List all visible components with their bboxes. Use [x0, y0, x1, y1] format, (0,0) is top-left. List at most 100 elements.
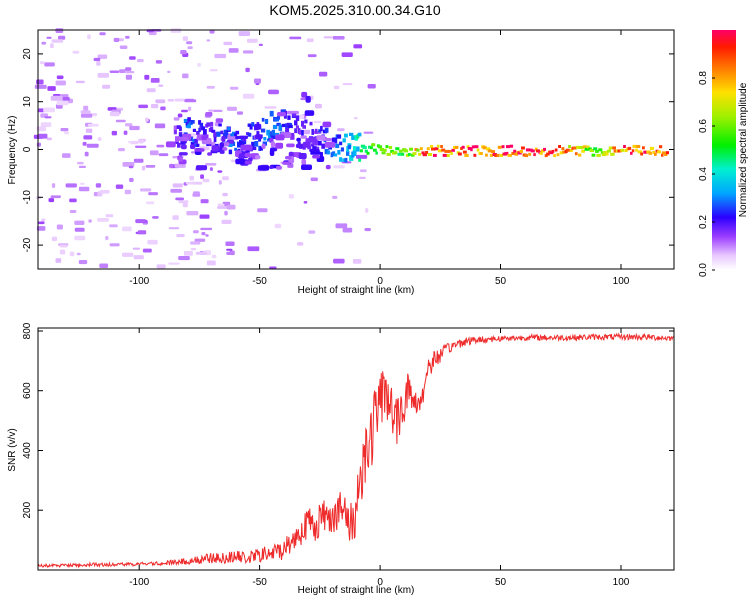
spectrogram-cell	[601, 153, 606, 157]
spectrogram-cell	[534, 147, 538, 151]
spectrogram-cell	[190, 248, 197, 251]
spectrogram-cell	[56, 100, 69, 106]
spectrogram-cell	[172, 215, 179, 220]
spectrogram-cell	[264, 106, 277, 109]
spectrogram-cell	[294, 120, 298, 126]
spectrogram-cell	[624, 149, 628, 153]
spectrogram-cell	[173, 129, 177, 135]
spectrogram-cell	[125, 35, 130, 39]
spectrogram-cell	[140, 188, 152, 192]
spectrogram-cell	[227, 106, 237, 111]
spectrogram-cell	[319, 152, 323, 158]
spectrogram-cell	[109, 111, 120, 117]
spectrogram-cell	[630, 151, 633, 155]
spectrogram-cell	[352, 146, 357, 152]
spectrogram-cell	[185, 122, 190, 126]
spectrogram-cell	[254, 78, 261, 84]
spectrogram-cell	[365, 208, 369, 213]
spectrogram-cell	[339, 157, 343, 162]
spectrogram-cell	[313, 120, 322, 124]
spectrogram-cell	[170, 188, 182, 193]
spectrogram-cell	[533, 153, 536, 157]
spectrogram-cell	[154, 123, 166, 129]
spectrogram-cell	[364, 149, 368, 153]
spectrogram-cell	[333, 137, 338, 144]
spectrogram-cell	[386, 152, 391, 156]
spectrogram-cell	[232, 131, 236, 137]
spectrogram-cell	[165, 141, 176, 148]
spectrogram-cell	[83, 105, 89, 111]
spectrogram-cell	[172, 183, 183, 188]
spectrogram-cell	[221, 219, 232, 224]
spectrogram-cell	[295, 115, 300, 121]
spectrogram-cell	[525, 148, 530, 152]
spectrogram-cell	[287, 110, 299, 115]
spectrogram-cell	[383, 148, 387, 152]
spectrogram-cell	[193, 230, 199, 234]
spectrogram-cell	[65, 183, 77, 188]
spectrogram-cell	[206, 142, 211, 146]
x-tick-label: 100	[613, 577, 630, 588]
spectrogram-cell	[607, 149, 611, 153]
spectrogram-cell	[441, 148, 446, 152]
spectrogram-cell	[244, 160, 252, 165]
spectrogram-cell	[109, 70, 120, 73]
spectrogram-cell	[244, 153, 251, 158]
spectrogram-cell	[485, 153, 488, 157]
spectrogram-cell	[412, 152, 417, 156]
spectrogram-cell	[436, 144, 440, 148]
spectrogram-cell	[353, 259, 362, 264]
spectrogram-cell	[332, 36, 345, 40]
spectrogram-cell	[175, 197, 184, 201]
spectrogram-cell	[540, 149, 545, 153]
spectrogram-cell	[462, 150, 467, 154]
spectrogram-cell	[203, 129, 207, 135]
spectrogram-cell	[82, 141, 87, 146]
spectrogram-cell	[36, 226, 46, 231]
spectrogram-cell	[222, 176, 229, 181]
spectrogram-cell	[276, 122, 281, 126]
spectrogram-cell	[207, 152, 213, 156]
spectrogram-cell	[138, 139, 144, 144]
spectrogram-cell	[521, 146, 525, 150]
spectrogram-cell	[210, 121, 214, 127]
spectrogram-cell	[168, 227, 180, 230]
spectrogram-cell	[258, 145, 261, 151]
spectrogram-cell	[194, 138, 198, 144]
spectrogram-cell	[301, 120, 304, 127]
spectrogram-cell	[569, 149, 573, 152]
spectrogram-cell	[125, 67, 132, 71]
spectrogram-cell	[97, 218, 109, 222]
spectrogram-cell	[311, 143, 315, 147]
spectrogram-cell	[323, 36, 333, 39]
y-tick-label: 0	[22, 146, 33, 152]
spectrogram-cell	[450, 151, 453, 155]
spectrogram-cell	[494, 154, 499, 157]
snr-series	[37, 332, 674, 569]
figure-title: KOM5.2025.310.00.34.G10	[269, 2, 440, 18]
spectrogram-cell	[36, 142, 41, 147]
spectrogram-cell	[362, 146, 367, 150]
y-tick-label: 20	[22, 48, 33, 60]
spectrogram-cell	[307, 137, 319, 143]
spectrogram-cell	[356, 146, 360, 152]
spectrogram-cell	[243, 93, 255, 99]
spectrogram-cell	[302, 141, 311, 148]
spectrogram-cell	[330, 152, 334, 158]
spectrogram-cell	[222, 147, 228, 151]
spectrogram-cell	[309, 148, 320, 153]
spectrogram-cell	[242, 140, 247, 144]
spectrogram-cell	[235, 135, 240, 140]
spectrogram-cell	[640, 152, 644, 156]
colorbar-tick-label: 0.0	[698, 263, 709, 277]
spectrogram-cell	[281, 123, 286, 128]
spectrogram-cell	[295, 125, 299, 129]
spectrogram-cell	[314, 128, 318, 134]
spectrogram-cell	[546, 152, 550, 156]
spectrogram-cell	[281, 109, 286, 114]
spectrogram-cell	[591, 153, 596, 157]
spectrogram-cell	[69, 210, 77, 213]
spectrogram-cell	[210, 69, 218, 72]
spectrogram-cell	[130, 140, 139, 145]
